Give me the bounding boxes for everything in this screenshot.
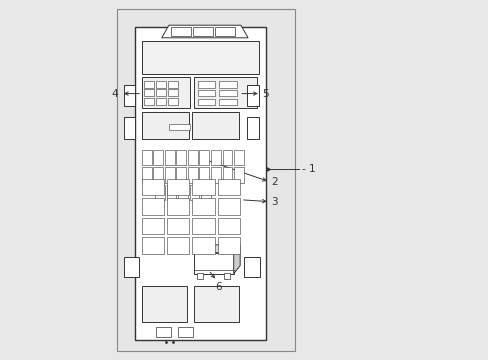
Bar — [192, 27, 213, 36]
Bar — [166, 185, 176, 200]
Bar — [224, 273, 230, 279]
Bar — [215, 27, 235, 36]
Text: 6: 6 — [215, 282, 222, 292]
Bar — [199, 167, 209, 183]
Bar — [178, 327, 193, 337]
Bar — [142, 198, 164, 215]
Bar — [187, 150, 197, 165]
Bar — [144, 98, 154, 105]
Text: - 1: - 1 — [302, 164, 315, 174]
Bar — [123, 257, 139, 277]
Bar — [211, 167, 220, 183]
Bar — [117, 9, 294, 351]
Bar — [219, 81, 236, 88]
Bar — [153, 167, 163, 183]
Text: 4: 4 — [111, 89, 118, 99]
Bar — [156, 81, 166, 88]
Bar — [197, 81, 215, 88]
Bar — [234, 167, 244, 183]
Bar — [222, 167, 232, 183]
Polygon shape — [162, 25, 247, 38]
Bar — [170, 27, 191, 36]
Bar — [167, 237, 189, 254]
Bar — [167, 81, 178, 88]
Bar — [197, 90, 215, 96]
Bar — [156, 327, 171, 337]
Bar — [123, 85, 135, 106]
Bar — [219, 90, 236, 96]
Bar — [244, 257, 259, 277]
Bar — [167, 89, 178, 96]
Bar — [168, 124, 190, 130]
Bar — [189, 185, 199, 200]
Bar — [164, 167, 174, 183]
Bar — [178, 185, 187, 200]
Text: 2: 2 — [271, 177, 278, 187]
Bar — [192, 218, 214, 234]
Bar — [142, 77, 190, 108]
Bar — [167, 218, 189, 234]
Bar — [197, 99, 215, 105]
Bar — [201, 185, 211, 200]
Bar — [194, 286, 239, 322]
Bar — [194, 77, 257, 108]
Bar — [142, 150, 151, 165]
Bar — [217, 237, 239, 254]
Bar — [222, 150, 232, 165]
Bar — [192, 237, 214, 254]
Bar — [176, 150, 186, 165]
Bar — [142, 112, 188, 139]
Polygon shape — [194, 245, 240, 253]
Bar — [234, 150, 244, 165]
Bar — [144, 89, 154, 96]
Bar — [156, 98, 166, 105]
Bar — [192, 198, 214, 215]
Bar — [247, 117, 258, 139]
Bar — [217, 198, 239, 215]
Bar — [247, 85, 258, 106]
Bar — [167, 98, 178, 105]
Bar — [192, 179, 214, 195]
Bar — [167, 179, 189, 195]
Bar — [155, 185, 164, 200]
Bar — [196, 273, 203, 279]
Bar — [144, 81, 154, 88]
Bar — [142, 286, 186, 322]
Bar — [167, 198, 189, 215]
Bar — [164, 150, 174, 165]
Bar — [217, 179, 239, 195]
Bar — [194, 253, 233, 274]
Bar — [134, 27, 265, 340]
Polygon shape — [233, 245, 240, 274]
Bar — [156, 89, 166, 96]
Bar — [153, 150, 163, 165]
Bar — [142, 41, 258, 74]
Bar — [192, 112, 239, 139]
Bar — [142, 179, 164, 195]
Bar — [219, 99, 236, 105]
Bar — [199, 150, 209, 165]
Bar — [217, 218, 239, 234]
Bar — [211, 150, 220, 165]
Bar — [142, 167, 151, 183]
Bar — [142, 218, 164, 234]
Bar — [123, 117, 135, 139]
Text: 5: 5 — [262, 89, 268, 99]
Bar — [142, 237, 164, 254]
Text: 3: 3 — [271, 197, 278, 207]
Bar — [176, 167, 186, 183]
Bar — [187, 167, 197, 183]
